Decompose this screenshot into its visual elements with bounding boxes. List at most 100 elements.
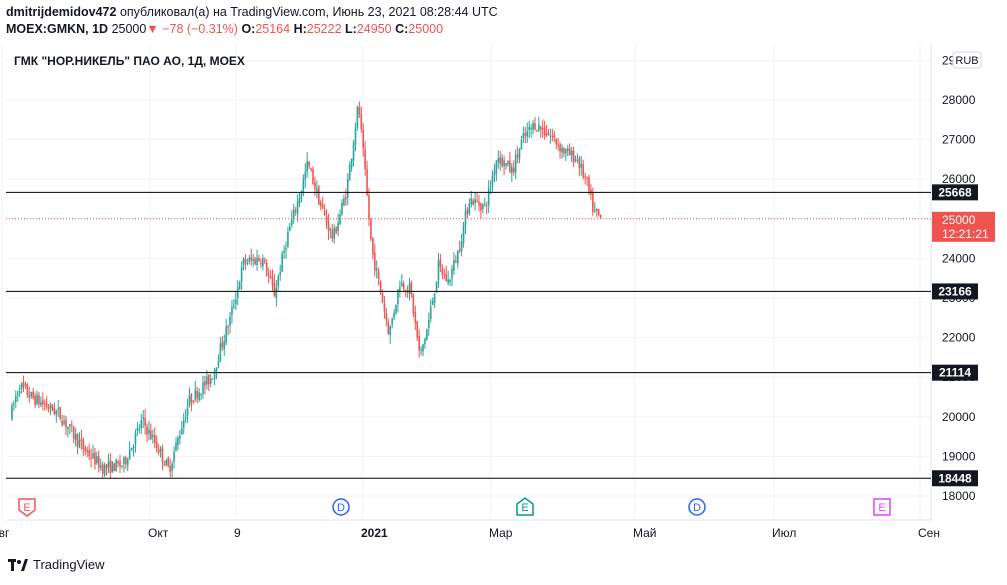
candle-body — [53, 408, 56, 415]
candle-body — [294, 210, 297, 212]
price-tick-label: 19000 — [942, 449, 976, 463]
price-chart[interactable]: 1800019000200002100022000230002400025000… — [0, 0, 1007, 552]
candle-body — [252, 259, 254, 261]
candle-body — [366, 168, 368, 195]
candle-body — [107, 462, 110, 468]
candle-body — [586, 176, 588, 179]
candle-body — [422, 344, 424, 352]
candle-body — [200, 394, 202, 396]
candle-body — [503, 159, 505, 167]
low-label: L: — [345, 22, 357, 36]
candle-body — [514, 155, 517, 173]
candle-body — [437, 260, 440, 281]
candle-body — [283, 250, 285, 253]
candle-body — [194, 389, 197, 400]
publish-info: опубликовал(а) на TradingView.com, Июнь … — [119, 5, 498, 19]
candle-body — [202, 382, 204, 395]
tradingview-logo-icon[interactable] — [8, 558, 28, 571]
candle-body — [298, 198, 301, 204]
candle-body — [15, 396, 17, 403]
candle-body — [277, 276, 280, 287]
price-tick-label: 24000 — [942, 251, 976, 265]
author-name[interactable]: dmitrijdemidov472 — [6, 5, 117, 19]
candle-body — [16, 393, 19, 396]
candle-body — [356, 107, 359, 129]
candle-body — [362, 129, 364, 149]
candle-body — [557, 145, 559, 147]
candle-body — [159, 449, 162, 452]
candle-body — [478, 201, 480, 206]
candle-body — [410, 281, 413, 295]
candle-body — [447, 279, 449, 284]
candle-body — [578, 157, 581, 169]
time-tick-label: 2021 — [361, 526, 388, 540]
candle-body — [350, 158, 353, 168]
candle-body — [175, 442, 177, 451]
candle-body — [69, 423, 71, 427]
candle-body — [545, 132, 548, 136]
candle-body — [416, 320, 419, 338]
candle-body — [36, 394, 38, 405]
candle-body — [63, 421, 65, 424]
candle-body — [381, 292, 384, 303]
candle-body — [487, 188, 490, 206]
candle-body — [24, 384, 27, 386]
footer: TradingView — [8, 557, 105, 572]
candle-body — [456, 250, 459, 264]
candle-body — [377, 270, 380, 280]
candle-body — [90, 457, 92, 459]
candle-body — [152, 435, 154, 438]
candle-body — [304, 171, 307, 180]
level-price-label: 25668 — [938, 185, 972, 199]
candle-body — [34, 395, 36, 405]
event-marker-letter: E — [521, 502, 528, 514]
level-price-tag — [932, 283, 978, 300]
candle-body — [339, 214, 341, 225]
candle-body — [236, 287, 239, 298]
tradingview-brand[interactable]: TradingView — [33, 557, 105, 572]
candle-body — [385, 313, 388, 321]
candle-body — [428, 319, 430, 329]
candle-body — [316, 188, 318, 192]
candle-body — [526, 131, 529, 137]
candle-body — [402, 283, 405, 290]
candle-body — [115, 460, 117, 471]
candle-body — [97, 456, 100, 468]
candle-body — [101, 464, 104, 474]
open-value: 25164 — [255, 22, 291, 36]
candle-body — [61, 420, 63, 425]
candle-body — [96, 456, 98, 464]
candle-body — [370, 218, 372, 239]
candle-body — [391, 318, 393, 325]
price-tick-label: 28000 — [942, 93, 976, 107]
candle-body — [420, 349, 422, 351]
candle-body — [460, 241, 463, 251]
candle-body — [489, 186, 492, 188]
candle-body — [431, 300, 434, 305]
candle-body — [314, 182, 316, 190]
candle-body — [534, 123, 536, 130]
candle-body — [597, 209, 600, 215]
candle-body — [491, 175, 494, 186]
candle-body — [570, 150, 573, 156]
candle-body — [462, 225, 465, 243]
candle-body — [343, 198, 345, 206]
candle-body — [250, 257, 253, 261]
last-price-label: 25000 — [942, 213, 976, 227]
candle-body — [59, 406, 61, 419]
candle-body — [263, 260, 266, 262]
symbol-label: MOEX:GMKN, 1D — [6, 22, 109, 36]
candle-body — [312, 169, 314, 184]
candle-body — [182, 420, 185, 429]
candle-body — [82, 439, 85, 450]
candle-body — [480, 203, 482, 211]
candles-group — [11, 101, 602, 479]
candle-body — [74, 434, 77, 441]
candle-body — [198, 392, 200, 400]
earnings-marker-icon — [516, 497, 534, 516]
candle-body — [130, 447, 133, 451]
candle-body — [505, 163, 507, 166]
candle-body — [387, 322, 390, 335]
candle-body — [346, 179, 349, 198]
candle-body — [323, 210, 326, 216]
